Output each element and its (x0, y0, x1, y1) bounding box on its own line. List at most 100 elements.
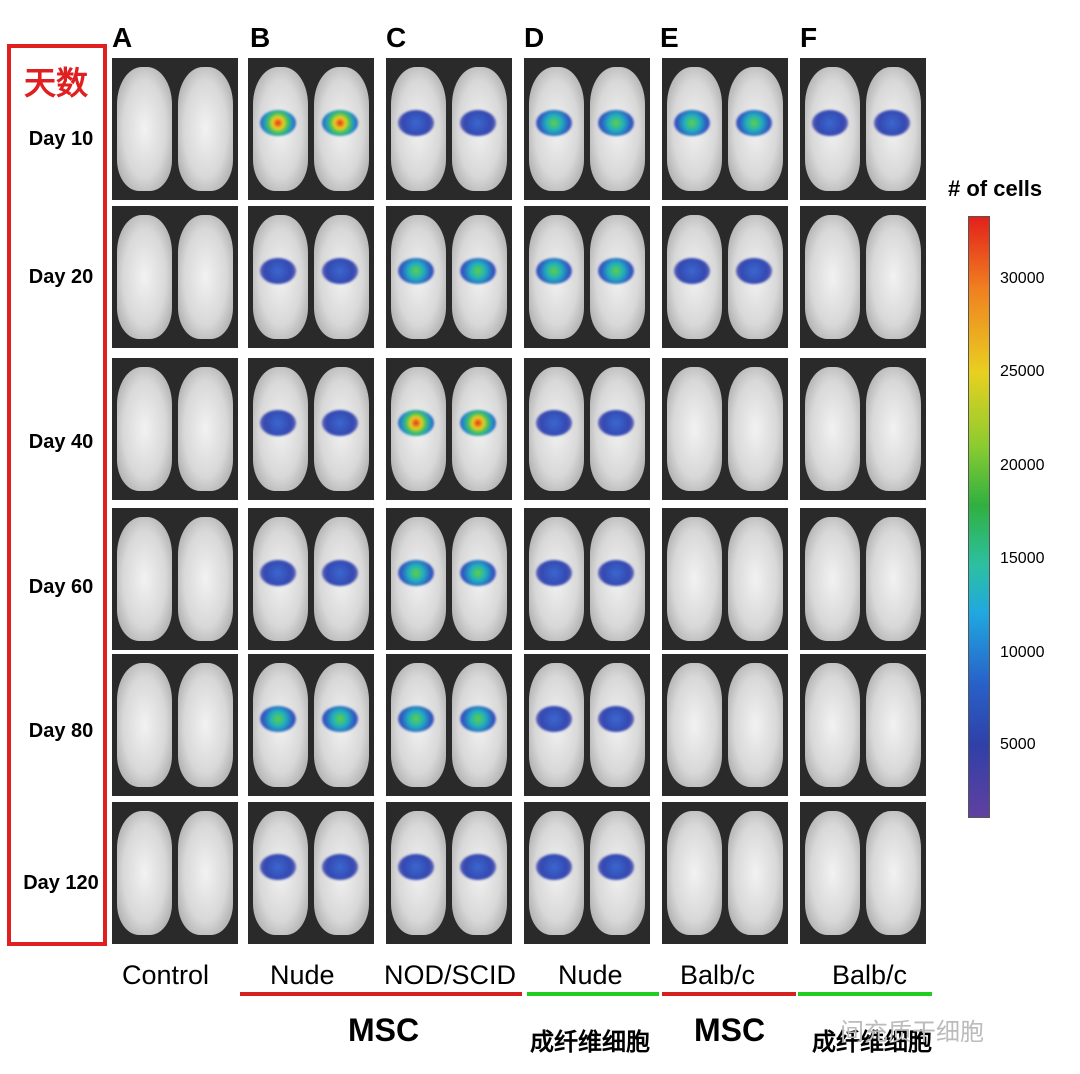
strain-label-e: Balb/c (680, 960, 756, 990)
signal-blob (874, 110, 910, 136)
mouse-image (177, 214, 233, 340)
imaging-panel (248, 508, 374, 650)
mouse-image (117, 214, 173, 340)
signal-blob (460, 258, 496, 284)
imaging-panel (662, 206, 788, 348)
signal-blob (598, 110, 634, 136)
imaging-panel (112, 358, 238, 500)
imaging-panel (800, 358, 926, 500)
mouse-image (667, 810, 723, 936)
imaging-panel (524, 802, 650, 944)
strain-label-a: Control (122, 960, 210, 990)
mouse-image (177, 66, 233, 192)
imaging-panel (112, 802, 238, 944)
mouse-image (667, 662, 723, 788)
signal-blob (260, 854, 296, 880)
column-letter-f: F (800, 22, 818, 53)
signal-blob (460, 110, 496, 136)
colorbar-tick-5000: 5000 (1000, 736, 1036, 753)
signal-blob (460, 410, 496, 436)
imaging-panel (524, 58, 650, 200)
signal-blob (260, 410, 296, 436)
imaging-panel (248, 58, 374, 200)
day-label-20: Day 20 (28, 266, 94, 288)
colorbar-tick-10000: 10000 (1000, 644, 1045, 661)
imaging-panel (386, 508, 512, 650)
mouse-image (805, 214, 861, 340)
msc-underline-2 (662, 992, 796, 996)
signal-blob (536, 410, 572, 436)
msc-underline-1 (240, 992, 522, 996)
row-header: 天数 (24, 64, 89, 102)
mouse-image (667, 516, 723, 642)
mouse-image (865, 366, 921, 492)
imaging-panel (386, 654, 512, 796)
signal-blob (398, 706, 434, 732)
imaging-panel (800, 802, 926, 944)
signal-blob (598, 258, 634, 284)
mouse-image (177, 810, 233, 936)
strain-label-f: Balb/c (832, 960, 908, 990)
signal-blob (598, 706, 634, 732)
mouse-image (727, 366, 783, 492)
signal-blob (536, 110, 572, 136)
imaging-panel (662, 802, 788, 944)
imaging-panel (248, 358, 374, 500)
imaging-panel (248, 654, 374, 796)
fibroblast-underline-1 (527, 992, 659, 996)
signal-blob (598, 410, 634, 436)
imaging-panel (662, 508, 788, 650)
mouse-image (177, 366, 233, 492)
signal-blob (260, 110, 296, 136)
signal-blob (460, 560, 496, 586)
watermark: 间充质干细胞 (840, 1018, 984, 1046)
signal-blob (260, 258, 296, 284)
imaging-panel (248, 206, 374, 348)
mouse-image (727, 662, 783, 788)
signal-blob (736, 258, 772, 284)
signal-blob (322, 410, 358, 436)
colorbar (968, 216, 990, 818)
mouse-image (805, 516, 861, 642)
colorbar-tick-25000: 25000 (1000, 363, 1045, 380)
mouse-image (805, 662, 861, 788)
signal-blob (398, 110, 434, 136)
mouse-image (117, 66, 173, 192)
signal-blob (322, 854, 358, 880)
signal-blob (322, 110, 358, 136)
mouse-image (865, 516, 921, 642)
imaging-panel (112, 206, 238, 348)
signal-blob (674, 258, 710, 284)
imaging-panel (524, 654, 650, 796)
signal-blob (536, 560, 572, 586)
imaging-panel (662, 654, 788, 796)
imaging-panel (386, 206, 512, 348)
day-label-10: Day 10 (28, 128, 94, 150)
signal-blob (460, 706, 496, 732)
mouse-image (805, 366, 861, 492)
imaging-panel (524, 508, 650, 650)
column-letter-b: B (250, 22, 271, 53)
signal-blob (674, 110, 710, 136)
column-letter-a: A (112, 22, 133, 53)
colorbar-title: # of cells (948, 176, 1043, 201)
mouse-image (865, 810, 921, 936)
group-label-fibroblast-2: 成纤维细胞 (812, 1027, 932, 1056)
imaging-panel (112, 654, 238, 796)
signal-blob (536, 258, 572, 284)
imaging-panel (662, 58, 788, 200)
mouse-image (117, 810, 173, 936)
mouse-image (117, 662, 173, 788)
signal-blob (398, 410, 434, 436)
imaging-panel (112, 508, 238, 650)
imaging-panel (800, 508, 926, 650)
signal-blob (536, 854, 572, 880)
column-letter-c: C (386, 22, 407, 53)
strain-label-b: Nude (270, 960, 335, 990)
strain-label-c: NOD/SCID (384, 960, 517, 990)
signal-blob (260, 706, 296, 732)
signal-blob (736, 110, 772, 136)
group-label-msc-1: MSC (348, 1012, 420, 1048)
mouse-image (727, 516, 783, 642)
signal-blob (322, 258, 358, 284)
